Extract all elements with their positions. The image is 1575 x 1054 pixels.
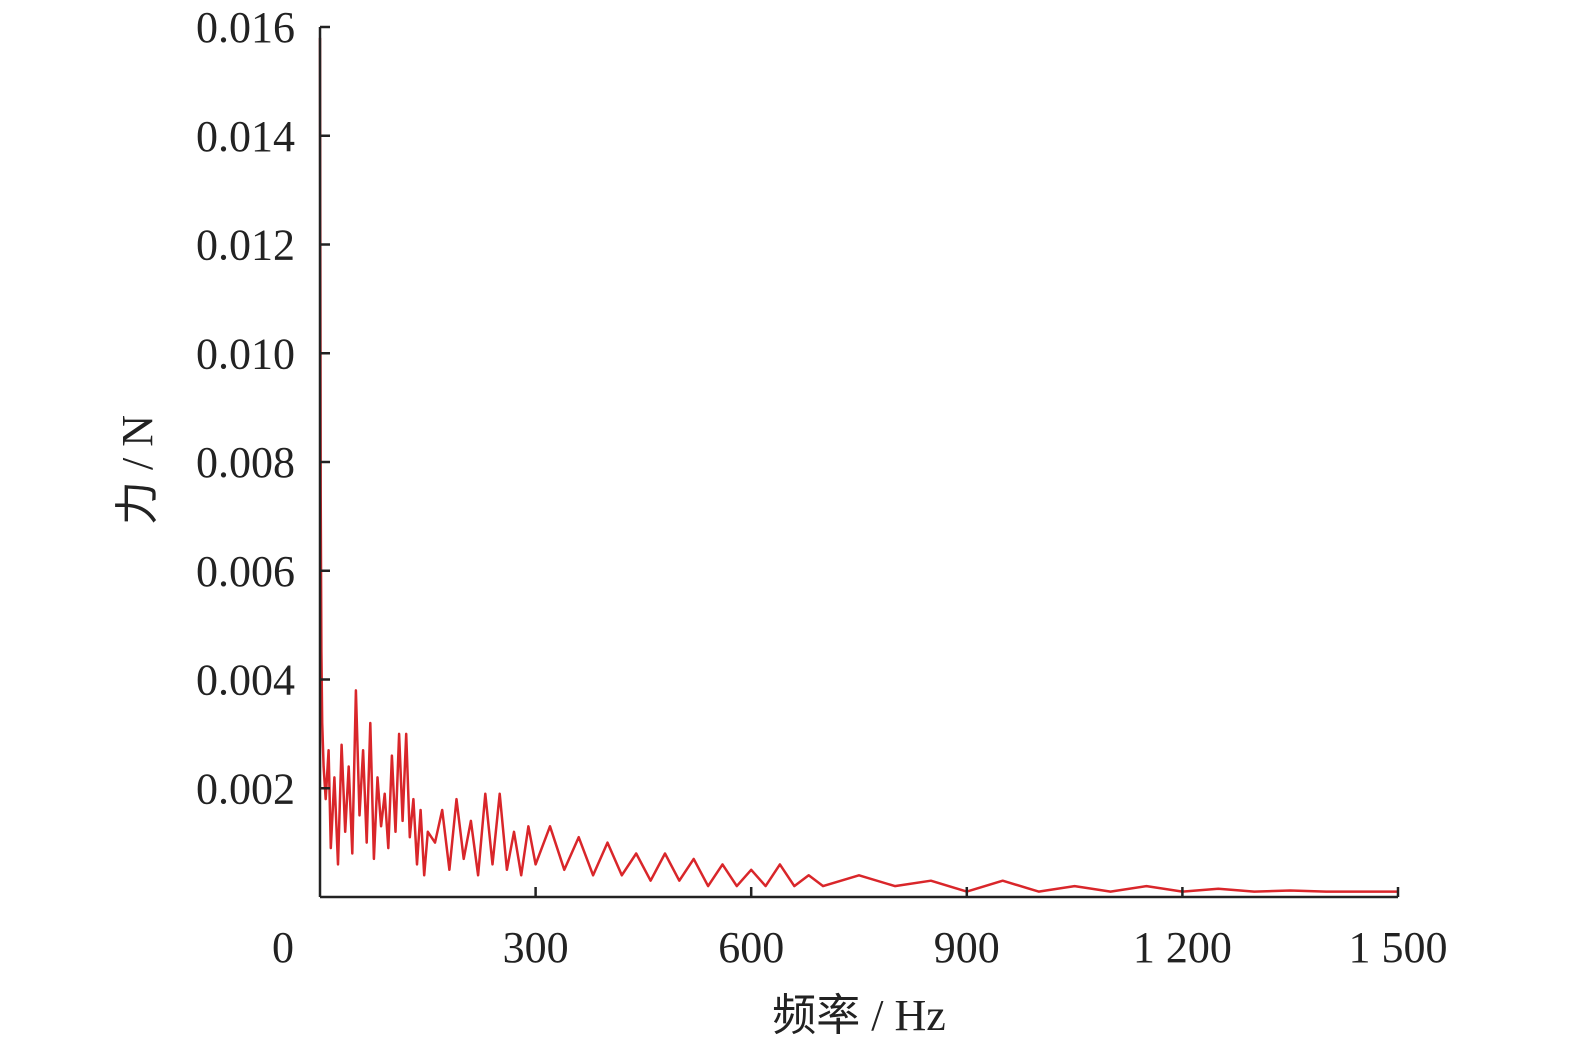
x-tick-label: 300 [503,923,569,972]
x-tick-label: 600 [718,923,784,972]
plot-area [318,37,1398,893]
y-tick-label: 0.014 [196,112,295,161]
x-tick-label: 1 200 [1133,923,1232,972]
x-axis-title: 频率 / Hz [772,991,946,1040]
y-tick-label: 0.012 [196,221,295,270]
y-tick-label: 0.002 [196,764,295,813]
y-tick-label: 0.016 [196,3,295,52]
y-axis-title: 力 / N [113,415,162,525]
x-tick-label: 900 [934,923,1000,972]
x-tick-label: 0 [272,923,294,972]
y-tick-label: 0.006 [196,547,295,596]
y-tick-label: 0.004 [196,656,295,705]
series-line-0 [318,37,1398,893]
y-tick-label: 0.010 [196,329,295,378]
x-tick-label: 1 500 [1349,923,1448,972]
y-tick-label: 0.008 [196,438,295,487]
ticks: 0.002 0.004 0.006 0.008 0.010 0.012 0.014 0.016… [196,3,1448,972]
axes [318,27,1398,899]
